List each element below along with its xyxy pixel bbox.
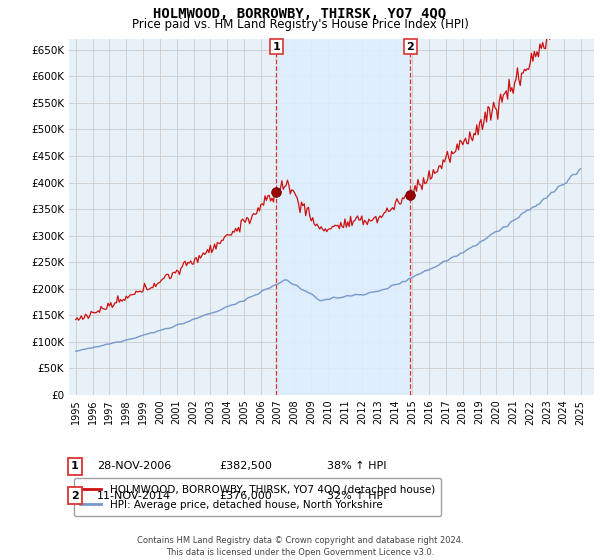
Text: 2: 2 (406, 41, 414, 52)
Text: 38% ↑ HPI: 38% ↑ HPI (327, 461, 386, 472)
Text: 11-NOV-2014: 11-NOV-2014 (97, 491, 172, 501)
Text: £382,500: £382,500 (219, 461, 272, 472)
Text: Contains HM Land Registry data © Crown copyright and database right 2024.
This d: Contains HM Land Registry data © Crown c… (137, 536, 463, 557)
Text: Price paid vs. HM Land Registry's House Price Index (HPI): Price paid vs. HM Land Registry's House … (131, 18, 469, 31)
Bar (276, 39, 410, 395)
Text: 2: 2 (71, 491, 79, 501)
Text: 1: 1 (71, 461, 79, 472)
Text: £376,000: £376,000 (219, 491, 272, 501)
Text: 1: 1 (272, 41, 280, 52)
Legend: HOLMWOOD, BORROWBY, THIRSK, YO7 4QQ (detached house), HPI: Average price, detach: HOLMWOOD, BORROWBY, THIRSK, YO7 4QQ (det… (74, 478, 441, 516)
Text: 28-NOV-2006: 28-NOV-2006 (97, 461, 172, 472)
Text: 32% ↑ HPI: 32% ↑ HPI (327, 491, 386, 501)
Text: HOLMWOOD, BORROWBY, THIRSK, YO7 4QQ: HOLMWOOD, BORROWBY, THIRSK, YO7 4QQ (154, 7, 446, 21)
